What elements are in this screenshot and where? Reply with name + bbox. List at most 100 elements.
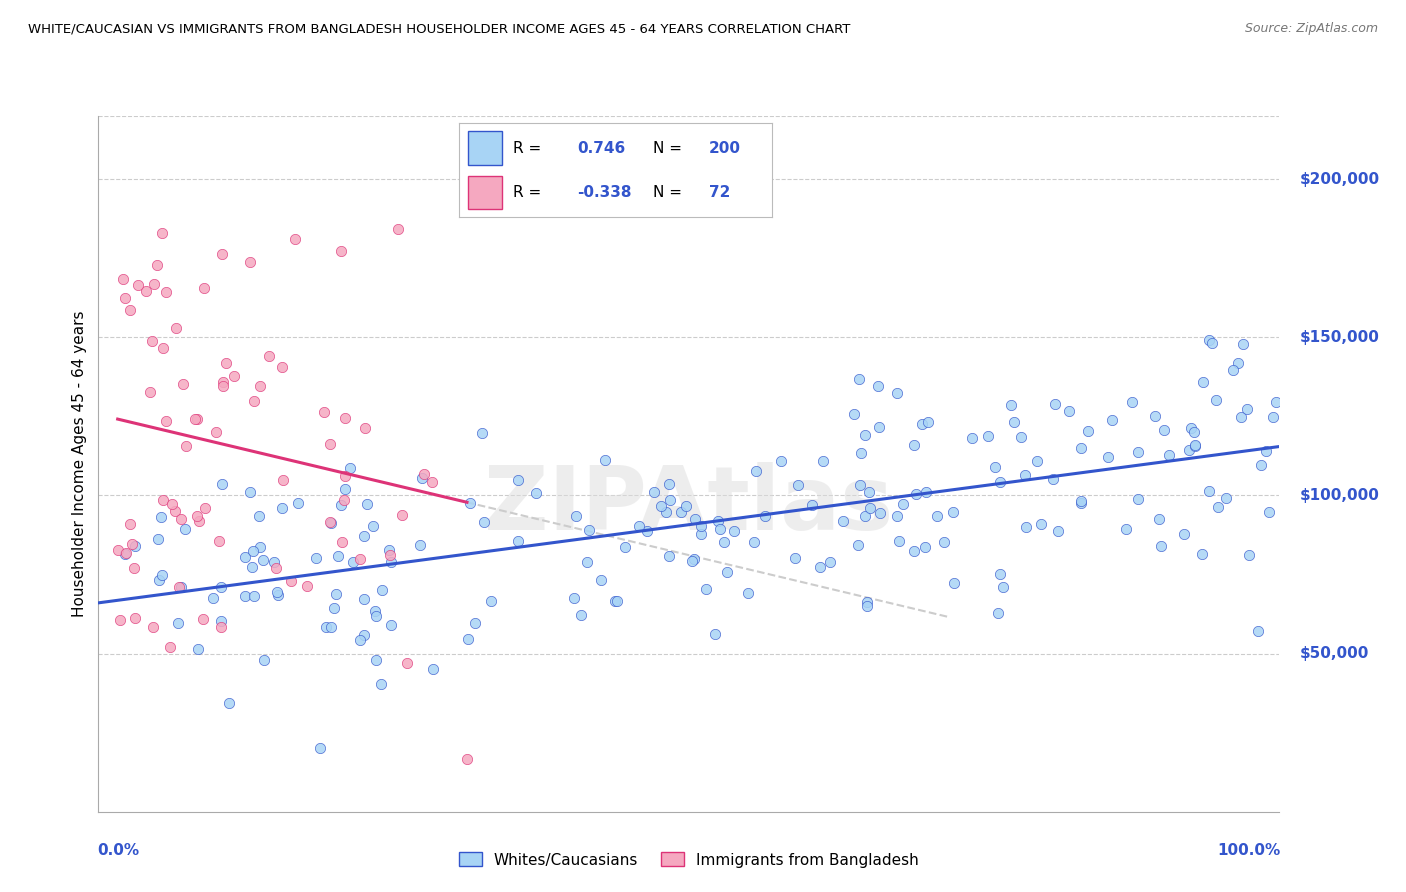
Point xyxy=(820,555,842,569)
Point xyxy=(942,505,965,519)
Point xyxy=(391,508,413,523)
Point xyxy=(330,534,353,549)
Point xyxy=(977,429,1000,443)
Point xyxy=(576,555,599,569)
Point xyxy=(1077,425,1099,439)
Point xyxy=(146,532,169,546)
Point xyxy=(319,620,342,634)
Point xyxy=(333,468,356,483)
Point xyxy=(233,589,256,603)
Point xyxy=(209,614,232,628)
Point xyxy=(723,524,745,538)
Point xyxy=(326,549,349,564)
Point xyxy=(148,574,170,588)
Point xyxy=(742,534,765,549)
Point xyxy=(849,477,872,491)
Point xyxy=(172,376,194,391)
Point xyxy=(868,419,890,434)
Point xyxy=(194,501,217,516)
Point xyxy=(745,463,768,477)
Point xyxy=(844,407,866,421)
Point xyxy=(524,486,547,500)
Point xyxy=(240,560,263,574)
Point xyxy=(858,485,880,500)
Point xyxy=(284,232,307,246)
Point xyxy=(335,411,357,425)
Point xyxy=(413,467,436,482)
Point xyxy=(249,541,271,555)
Point xyxy=(349,633,371,648)
Point xyxy=(387,222,409,236)
Point xyxy=(801,498,824,512)
Point xyxy=(186,508,208,523)
Point xyxy=(868,378,890,392)
Point xyxy=(169,512,191,526)
Point xyxy=(193,612,215,626)
Point xyxy=(107,543,129,558)
Point xyxy=(211,476,233,491)
Point xyxy=(506,474,529,488)
Point xyxy=(371,582,394,597)
Point xyxy=(456,752,478,766)
Point xyxy=(690,518,713,533)
Point xyxy=(675,499,697,513)
Point xyxy=(991,580,1014,594)
Point xyxy=(754,508,776,523)
Point xyxy=(1002,416,1025,430)
Point xyxy=(127,277,149,292)
Point xyxy=(364,604,387,618)
Point xyxy=(650,500,672,514)
Point xyxy=(314,405,336,419)
Point xyxy=(121,537,143,551)
Point xyxy=(1150,540,1173,554)
Point xyxy=(506,534,529,549)
Point xyxy=(915,485,938,500)
Point xyxy=(141,334,163,348)
Point xyxy=(1180,420,1202,434)
Point xyxy=(209,620,232,634)
Point xyxy=(1157,448,1180,462)
Point xyxy=(853,509,876,524)
Point xyxy=(1147,512,1170,526)
Point xyxy=(472,516,495,530)
Point xyxy=(1182,425,1205,440)
Text: WHITE/CAUCASIAN VS IMMIGRANTS FROM BANGLADESH HOUSEHOLDER INCOME AGES 45 - 64 YE: WHITE/CAUCASIAN VS IMMIGRANTS FROM BANGL… xyxy=(28,22,851,36)
Point xyxy=(422,662,444,676)
Point xyxy=(342,555,364,569)
Point xyxy=(562,591,585,605)
Point xyxy=(706,514,728,528)
Point xyxy=(984,459,1007,474)
Point xyxy=(287,496,309,510)
Point xyxy=(1239,548,1261,562)
Point xyxy=(855,599,877,614)
Point xyxy=(1057,403,1080,417)
Point xyxy=(124,539,146,553)
Point xyxy=(787,477,810,491)
Point xyxy=(356,497,378,511)
Point xyxy=(716,565,738,579)
Point xyxy=(239,255,262,269)
Point xyxy=(591,573,613,587)
Text: 100.0%: 100.0% xyxy=(1218,843,1281,858)
Point xyxy=(713,535,735,549)
Point xyxy=(218,696,240,710)
Point xyxy=(643,485,665,500)
Point xyxy=(887,533,910,548)
Point xyxy=(1191,547,1213,561)
Point xyxy=(1097,450,1119,464)
Text: $100,000: $100,000 xyxy=(1299,488,1379,503)
Point xyxy=(869,507,891,521)
Point xyxy=(1256,444,1278,458)
Point xyxy=(685,512,707,526)
Point xyxy=(1236,402,1258,417)
Point xyxy=(659,492,682,507)
Point xyxy=(150,226,173,240)
Point xyxy=(139,384,162,399)
Point xyxy=(1205,393,1227,408)
Text: $50,000: $50,000 xyxy=(1299,646,1369,661)
Point xyxy=(832,514,855,528)
Point xyxy=(603,594,626,608)
Point xyxy=(187,514,209,528)
Point xyxy=(810,560,832,574)
Point xyxy=(166,616,188,631)
